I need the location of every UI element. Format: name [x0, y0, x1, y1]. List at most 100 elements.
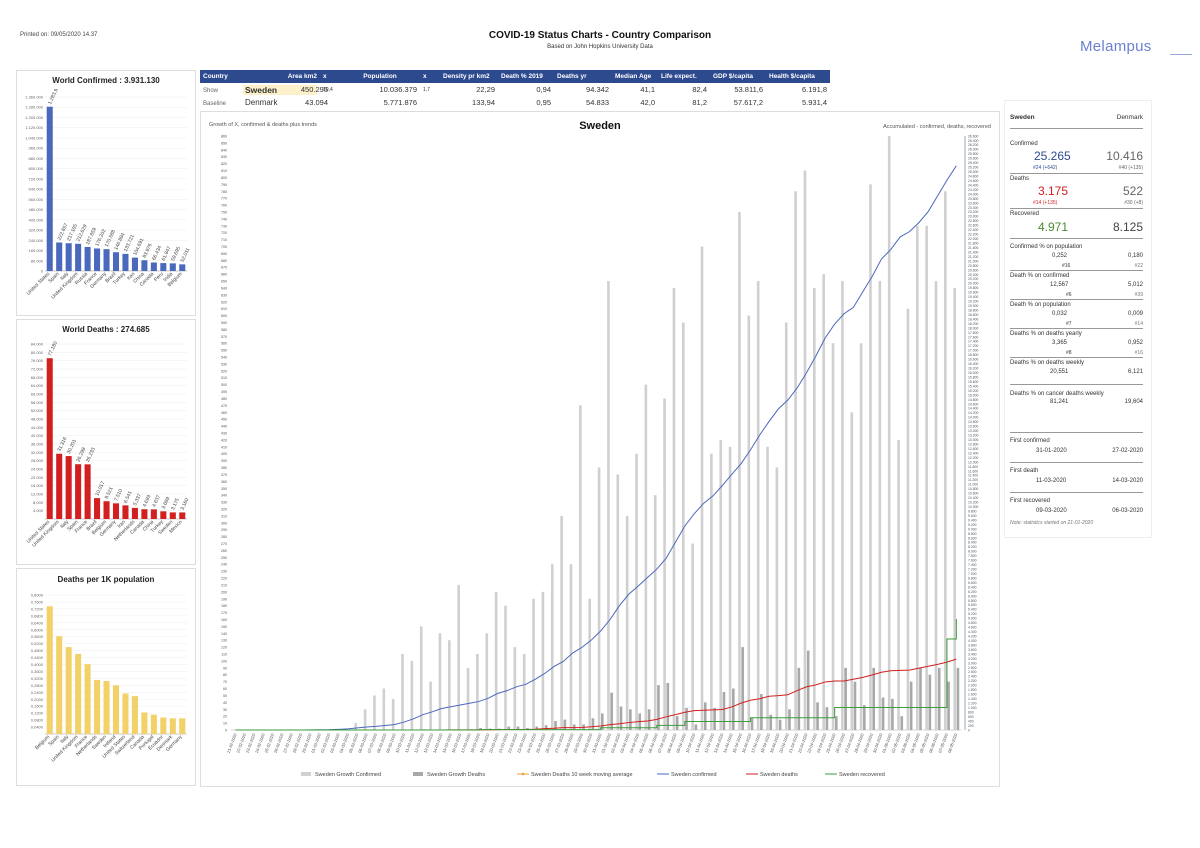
right-tick-label: 24.200: [968, 188, 978, 192]
death-weekly-b: 6,121: [1127, 369, 1143, 375]
death-conf-a-rank: #6: [1066, 292, 1072, 298]
bar-growth-deaths: [516, 726, 520, 730]
right-tick-label: 11.000: [968, 483, 978, 487]
first-confirmed-label: First confirmed: [1010, 438, 1050, 444]
x-tick-label: 13-03-2020: [422, 732, 434, 754]
x-tick-label: 24-03-2020: [525, 732, 537, 754]
y-tick-label: 0,4800: [31, 648, 44, 653]
left-tick-label: 480: [221, 397, 227, 401]
x-tick-label: 11-03-2020: [404, 732, 416, 753]
world-deaths-title: World Deaths : 274.685: [62, 325, 150, 334]
x-tick-label: 30-03-2020: [582, 732, 594, 754]
bar: [112, 503, 120, 519]
bar: [56, 242, 63, 271]
stats-country-b: Denmark: [1116, 114, 1143, 121]
table-row-show: Show Sweden 450.295 10,4 10.036.379 1,7 2…: [200, 83, 830, 96]
left-tick-label: 830: [221, 155, 227, 159]
y-tick-label: 76.000: [31, 358, 44, 363]
show-country-select[interactable]: Sweden: [243, 84, 317, 95]
bar: [122, 505, 129, 519]
left-tick-label: 310: [221, 514, 227, 518]
death-yearly-b: 0,952: [1127, 340, 1143, 346]
value-label: 8.521: [104, 486, 115, 500]
bar-growth-confirmed: [363, 709, 367, 730]
left-tick-label: 290: [221, 528, 227, 532]
x-tick-label: 12-04-2020: [703, 732, 715, 754]
value-label: 61.847: [161, 245, 173, 262]
y-tick-label: 68.000: [31, 375, 44, 380]
left-tick-label: 0: [225, 729, 227, 733]
y-tick-label: 0,3200: [31, 676, 44, 681]
x-tick-label: 15-04-2020: [731, 732, 743, 754]
left-tick-label: 220: [221, 577, 227, 581]
right-tick-label: 600: [968, 715, 974, 719]
left-tick-label: 770: [221, 197, 227, 201]
baseline-label: Baseline: [203, 101, 227, 107]
left-tick-label: 70: [223, 680, 227, 684]
legend-swatch: [301, 772, 311, 776]
bar-growth-confirmed: [513, 647, 517, 730]
bar-growth-confirmed: [401, 654, 404, 730]
right-tick-label: 10.000: [968, 505, 978, 509]
x-tick-label: 23-04-2020: [806, 732, 818, 754]
bar: [103, 681, 110, 734]
x-tick-label: 26-03-2020: [544, 732, 556, 754]
left-tick-label: 110: [221, 653, 227, 657]
left-tick-label: 460: [221, 411, 227, 415]
right-tick-label: 21.800: [968, 241, 978, 245]
bar: [131, 507, 138, 519]
bar: [141, 712, 148, 734]
bar-growth-deaths: [694, 724, 698, 730]
right-tick-label: 21.200: [968, 255, 978, 259]
right-tick-label: 26.400: [968, 139, 978, 143]
x-tick-label: 29-02-2020: [301, 732, 313, 754]
value-label: 59.695: [170, 246, 182, 263]
right-tick-label: 17.400: [968, 340, 978, 344]
bar-growth-confirmed: [616, 474, 620, 730]
death-conf-b: 5,012: [1127, 282, 1143, 288]
th-density: Density pr km2: [440, 70, 498, 83]
left-tick-label: 700: [221, 245, 227, 249]
show-area: 450.295: [300, 85, 328, 94]
x-tick-label: 02-03-2020: [320, 732, 332, 754]
right-tick-label: 20.200: [968, 277, 978, 281]
left-tick-label: 320: [221, 507, 227, 511]
baseline-country-select[interactable]: Denmark: [245, 98, 278, 107]
bar: [179, 512, 186, 519]
x-tick-label: 28-03-2020: [563, 732, 575, 754]
th-x2: x: [420, 70, 440, 83]
death-pop-b-rank: #14: [1134, 321, 1143, 327]
x-tick-label: 18-03-2020: [469, 732, 481, 754]
right-tick-label: 2.600: [968, 670, 977, 674]
right-tick-label: 12.600: [968, 447, 978, 451]
page-subtitle: Based on John Hopkins University Data: [547, 44, 653, 50]
show-health: 6.191,8: [801, 85, 827, 94]
right-tick-label: 16.800: [968, 353, 978, 357]
death-pop-b: 0,009: [1127, 311, 1143, 317]
y-tick-label: 0,1200: [31, 711, 44, 716]
left-tick-label: 680: [221, 259, 227, 263]
bar-growth-confirmed: [476, 654, 479, 730]
right-tick-label: 1.000: [968, 706, 977, 710]
bar-growth-confirmed: [653, 495, 657, 730]
left-tick-label: 340: [221, 494, 227, 498]
baseline-death-pct: 0,95: [536, 98, 551, 107]
conf-pop-b: 0,180: [1127, 253, 1143, 259]
left-tick-label: 10: [223, 722, 227, 726]
right-tick-label: 11.800: [968, 465, 978, 469]
right-tick-label: 3.400: [968, 652, 977, 656]
y-tick-label: 80.000: [31, 258, 44, 263]
left-tick-label: 240: [221, 563, 227, 567]
bar-growth-confirmed: [944, 191, 947, 731]
left-tick-label: 560: [221, 342, 227, 346]
deaths-label: Deaths: [1010, 176, 1030, 182]
legend-marker: [521, 772, 525, 776]
right-tick-label: 16.000: [968, 371, 978, 375]
death-yearly-label: Deaths % on deaths yearly: [1010, 331, 1082, 337]
world-confirmed-panel: World Confirmed : 3.931.130 1.360.000 1.2…: [16, 70, 196, 316]
x-tick-label: 03-04-2020: [619, 732, 631, 754]
right-tick-label: 10.200: [968, 501, 978, 505]
right-tick-label: 13.600: [968, 425, 978, 429]
right-tick-label: 25.200: [968, 166, 978, 170]
